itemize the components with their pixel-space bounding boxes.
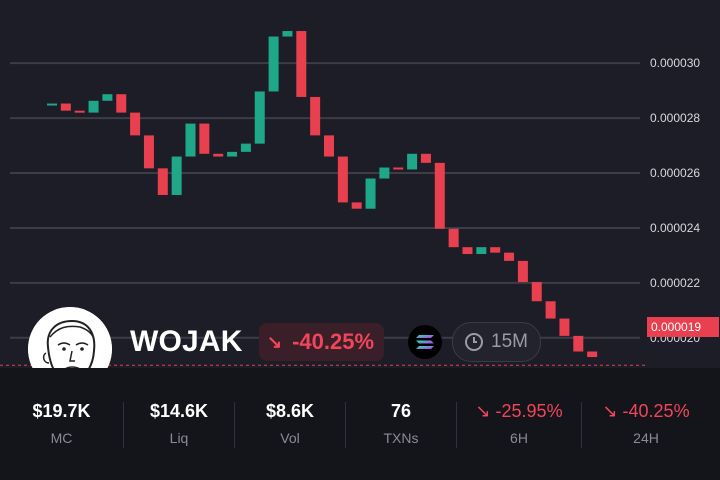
current-price-tag: 0.000019 xyxy=(647,317,719,337)
candle-down[interactable] xyxy=(573,335,584,352)
candle-up[interactable] xyxy=(282,31,293,37)
stat-value: ↘ -25.95% xyxy=(475,401,563,421)
stat-label: Vol xyxy=(280,430,300,446)
arrow-down-right-icon: ↘ xyxy=(267,331,283,352)
candle-down[interactable] xyxy=(517,260,528,283)
stat-label: MC xyxy=(50,430,73,446)
stat-txns: 76 TXNs xyxy=(346,400,456,448)
candle-down[interactable] xyxy=(504,252,515,261)
stat-divider xyxy=(456,402,457,448)
candle-down[interactable] xyxy=(296,31,307,97)
stat-divider xyxy=(234,402,235,448)
stat-label: Liq xyxy=(169,430,189,446)
candle-up[interactable] xyxy=(407,153,418,170)
timeframe-label: 15M xyxy=(491,331,528,352)
y-tick-label: 0.000024 xyxy=(650,221,700,235)
candle-down[interactable] xyxy=(393,167,404,170)
candle-down[interactable] xyxy=(337,156,348,203)
candle-down[interactable] xyxy=(130,112,141,136)
stat-value: 76 xyxy=(390,401,412,421)
y-tick-label: 0.000022 xyxy=(650,276,700,290)
stat-value: ↘ -40.25% xyxy=(602,401,690,421)
candle-down[interactable] xyxy=(213,153,224,157)
candle-down[interactable] xyxy=(60,103,71,111)
candle-down[interactable] xyxy=(199,123,210,154)
candle-up[interactable] xyxy=(379,167,390,179)
stat-24h: ↘ -40.25% 24H xyxy=(582,400,710,448)
stat-divider xyxy=(123,402,124,448)
candle-down[interactable] xyxy=(116,94,127,113)
stat-label: 6H xyxy=(510,430,528,446)
stat-value: $19.7K xyxy=(32,401,91,421)
price-change-badge: ↘ -40.25% xyxy=(259,323,385,361)
arrow-down-right-icon: ↘ xyxy=(475,401,491,421)
stat-value: $14.6K xyxy=(149,401,209,421)
stat-vol: $8.6K Vol xyxy=(235,400,345,448)
candle-down[interactable] xyxy=(434,162,445,229)
stat-mc: $19.7K MC xyxy=(0,400,123,448)
candle-down[interactable] xyxy=(531,282,542,302)
arrow-down-right-icon: ↘ xyxy=(602,401,618,421)
stat-label: 24H xyxy=(633,430,659,446)
stat-divider xyxy=(581,402,582,448)
candle-up[interactable] xyxy=(185,123,196,157)
candle-up[interactable] xyxy=(268,36,279,92)
candle-down[interactable] xyxy=(157,168,168,195)
candle-up[interactable] xyxy=(240,143,251,152)
candle-down[interactable] xyxy=(490,247,501,253)
candle-down[interactable] xyxy=(559,318,570,336)
stat-6h: ↘ -25.95% 6H xyxy=(457,400,581,448)
candle-down[interactable] xyxy=(143,135,154,169)
stat-divider xyxy=(345,402,346,448)
solana-icon[interactable] xyxy=(408,325,442,359)
candle-down[interactable] xyxy=(448,228,459,248)
candle-up[interactable] xyxy=(171,156,182,195)
timeframe-selector[interactable]: 15M xyxy=(452,322,541,362)
candle-down[interactable] xyxy=(351,202,362,209)
candle-down[interactable] xyxy=(462,247,473,255)
candle-up[interactable] xyxy=(365,178,376,209)
candle-up[interactable] xyxy=(88,100,99,113)
candle-down[interactable] xyxy=(74,110,85,113)
stats-bar: $19.7K MC $14.6K Liq $8.6K Vol 76 TXNs ↘… xyxy=(0,368,720,480)
token-name: WOJAK xyxy=(130,325,243,358)
candle-up[interactable] xyxy=(476,247,487,255)
candle-down[interactable] xyxy=(310,96,321,136)
y-tick-label: 0.000028 xyxy=(650,111,700,125)
stat-value: $8.6K xyxy=(265,401,315,421)
candle-down[interactable] xyxy=(587,351,598,358)
candle-up[interactable] xyxy=(47,103,57,106)
candle-down[interactable] xyxy=(420,153,431,163)
candle-up[interactable] xyxy=(254,91,265,144)
candle-up[interactable] xyxy=(102,94,113,101)
y-tick-label: 0.000030 xyxy=(650,56,700,70)
candle-up[interactable] xyxy=(227,151,238,157)
candle-down[interactable] xyxy=(324,135,334,157)
candle-down[interactable] xyxy=(545,301,556,319)
price-change-value: -40.25% xyxy=(292,329,375,354)
clock-icon xyxy=(465,333,483,351)
stat-liq: $14.6K Liq xyxy=(124,400,234,448)
stat-label: TXNs xyxy=(383,430,419,446)
y-tick-label: 0.000026 xyxy=(650,166,700,180)
